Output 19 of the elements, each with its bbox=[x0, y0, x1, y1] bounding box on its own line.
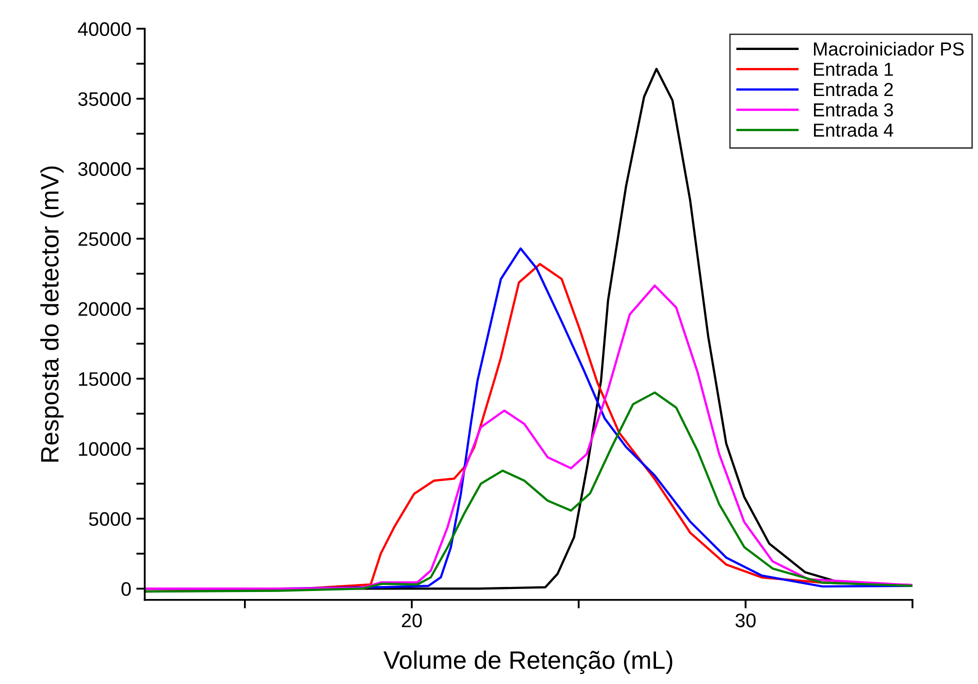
y-tick-label: 5000 bbox=[89, 512, 131, 526]
y-tick-label: 20000 bbox=[78, 302, 131, 316]
line-series bbox=[144, 391, 912, 593]
y-tick-label: 10000 bbox=[78, 442, 131, 456]
y-tick-label: 30000 bbox=[78, 162, 131, 176]
y-tick-label: 35000 bbox=[78, 92, 131, 106]
y-tick-label: 25000 bbox=[78, 232, 131, 246]
y-axis-title: Resposta do detector (mV) bbox=[40, 166, 64, 462]
y-tick-label: 40000 bbox=[78, 22, 131, 36]
legend-label: Entrada 1 bbox=[814, 62, 893, 76]
legend-label: Macroiniciador PS bbox=[814, 42, 964, 56]
x-tick-label: 20 bbox=[402, 614, 422, 628]
x-axis-title: Volume de Retenção (mL) bbox=[384, 650, 672, 674]
legend-label: Entrada 3 bbox=[814, 102, 893, 116]
y-tick-label: 0 bbox=[121, 582, 131, 596]
y-tick-label: 15000 bbox=[78, 372, 131, 386]
legend-label: Entrada 4 bbox=[814, 123, 894, 137]
x-tick-label: 30 bbox=[736, 614, 756, 628]
legend-label: Entrada 2 bbox=[814, 82, 893, 96]
